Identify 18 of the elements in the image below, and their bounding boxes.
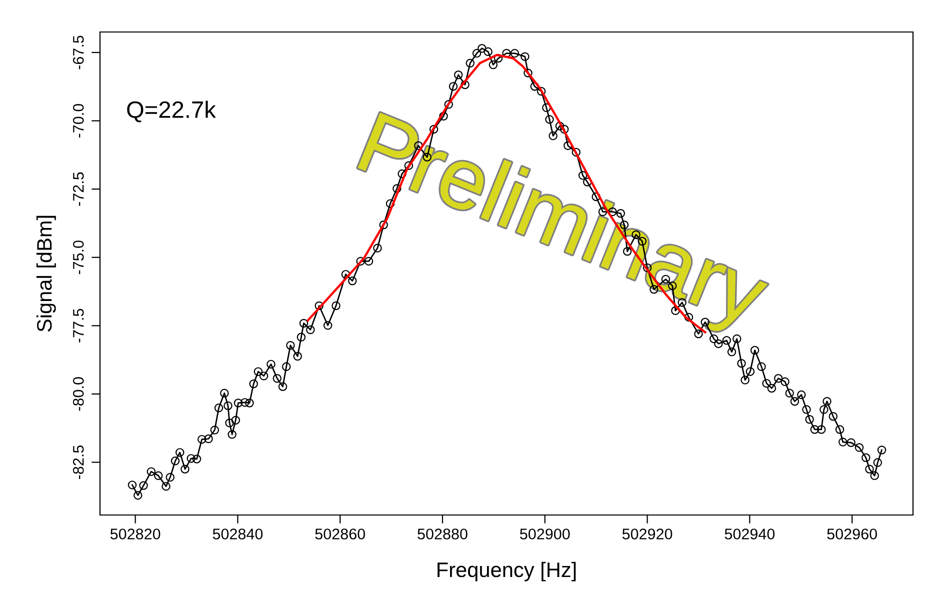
y-tick-label: -70.0	[72, 104, 84, 138]
y-tick-label: -67.5	[72, 36, 84, 70]
y-tick-label: -80.0	[72, 377, 84, 411]
y-tick-label: -77.5	[73, 308, 84, 342]
x-tick-label: 502940	[724, 528, 775, 540]
y-tick-label: -82.5	[72, 446, 84, 480]
y-axis-title: Signal [dBm]	[36, 216, 56, 332]
x-tick-label: 502900	[520, 528, 570, 540]
y-tick-label: -75.0	[72, 240, 84, 274]
x-tick-label: 502920	[622, 528, 672, 540]
x-tick-label: 502860	[315, 528, 366, 540]
x-tick-label: 502820	[110, 528, 160, 540]
x-tick-label: 502840	[212, 528, 263, 540]
x-tick-label: 502960	[827, 528, 877, 540]
x-axis-title: Frequency [Hz]	[438, 562, 576, 582]
x-tick-label: 502880	[418, 528, 468, 540]
y-tick-label: -72.5	[72, 172, 84, 206]
annotation: Q=22.7k	[127, 100, 216, 122]
